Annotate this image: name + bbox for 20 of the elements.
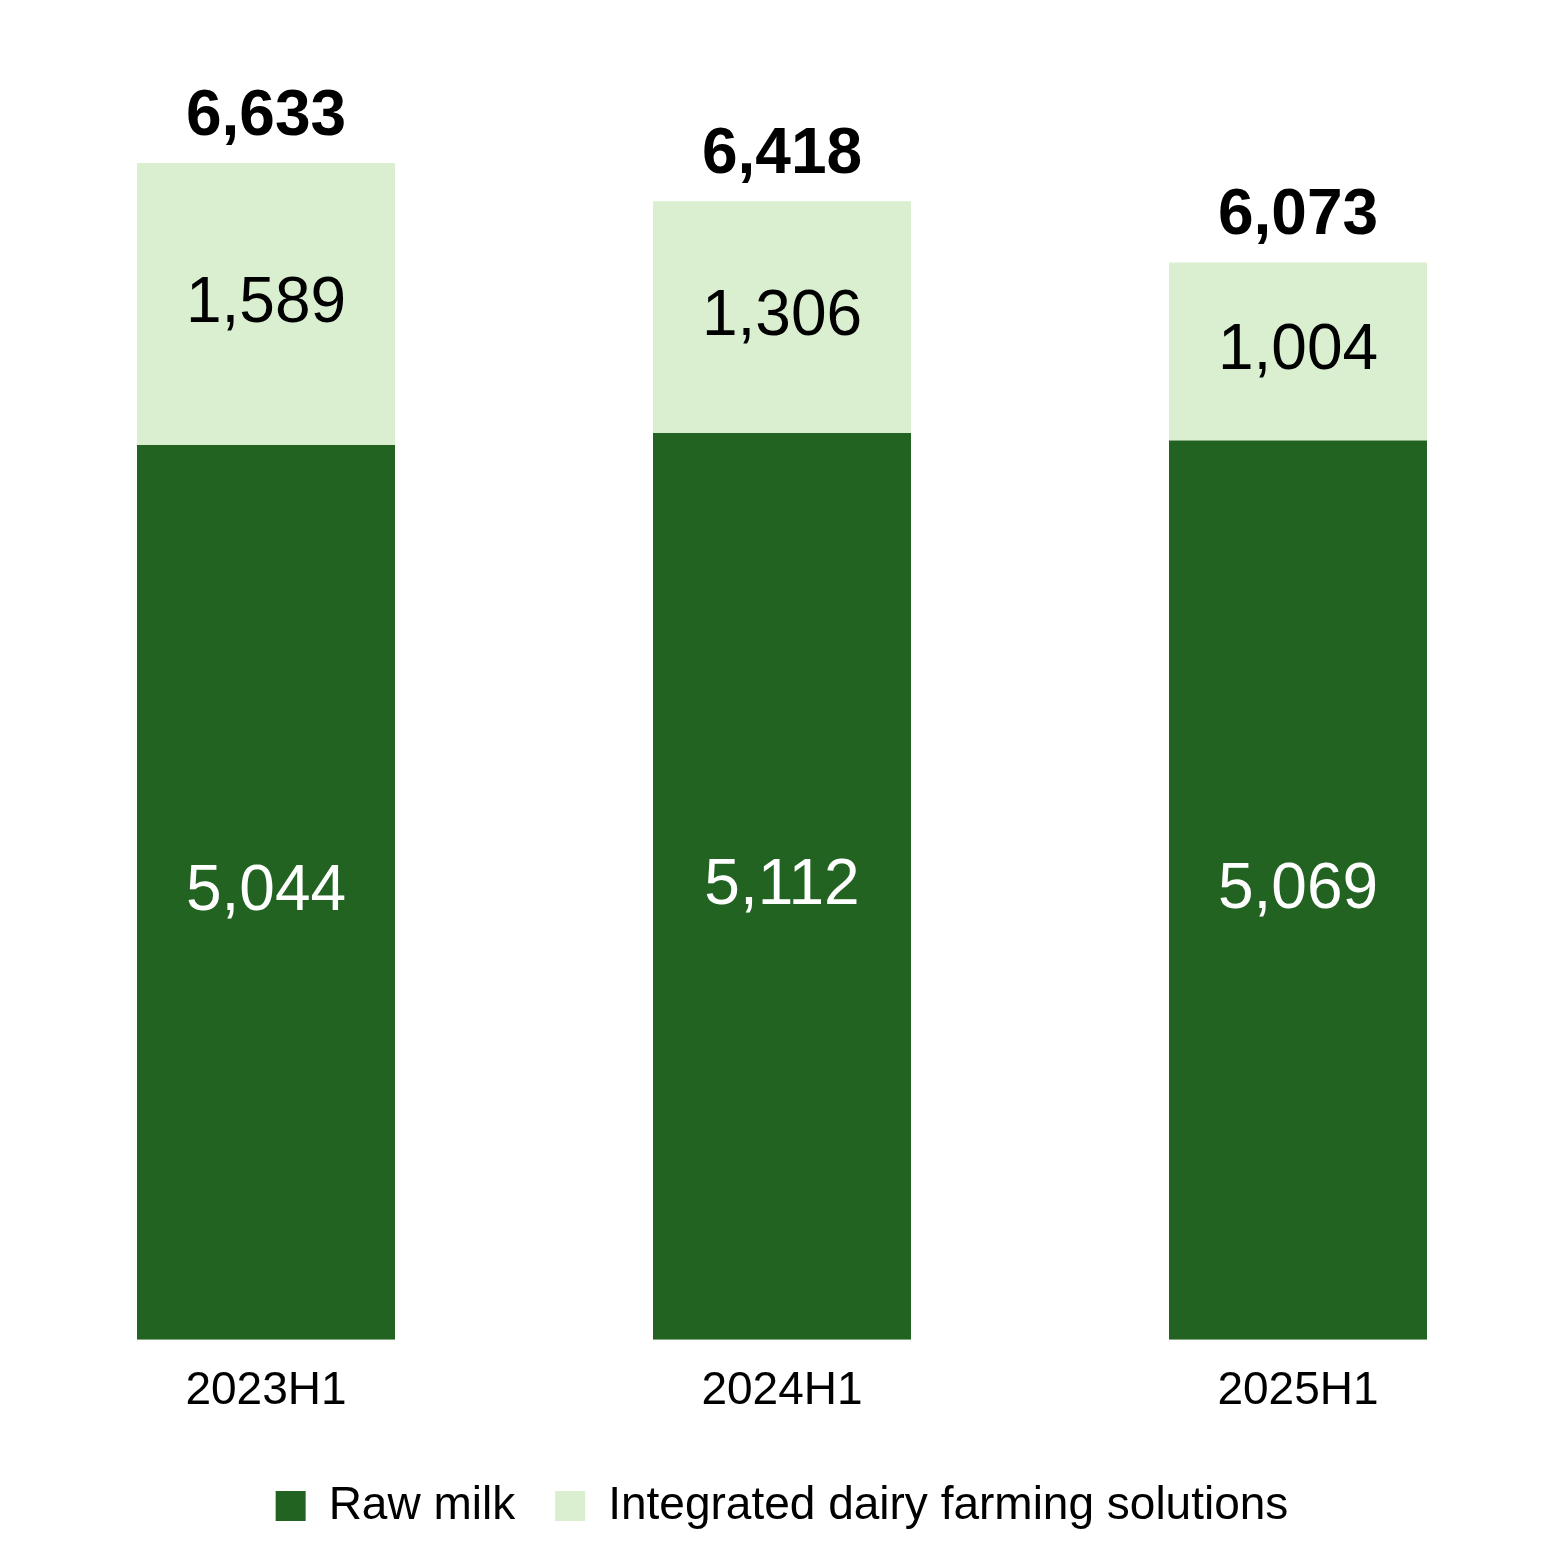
legend-label: Raw milk [328, 1476, 517, 1529]
x-tick-label: 2023H1 [185, 1362, 347, 1415]
total-label: 6,633 [185, 76, 347, 149]
bar [653, 201, 911, 433]
data-label: 5,112 [704, 846, 860, 919]
data-label: 1,306 [701, 276, 863, 349]
x-tick-label: 2024H1 [701, 1362, 863, 1415]
data-label: 1,589 [185, 263, 347, 336]
total-label: 6,418 [701, 114, 863, 187]
bar [653, 432, 911, 1340]
total-label: 6,073 [1217, 176, 1379, 249]
data-label: 5,069 [1217, 849, 1379, 922]
bar [1169, 262, 1427, 441]
bar [1169, 440, 1427, 1340]
x-tick-label: 2025H1 [1217, 1362, 1379, 1415]
data-label: 1,004 [1217, 311, 1379, 384]
bar [137, 163, 395, 445]
legend-label: Integrated dairy farming solutions [608, 1476, 1289, 1529]
data-label: 5,044 [185, 852, 347, 925]
bar [137, 444, 395, 1340]
